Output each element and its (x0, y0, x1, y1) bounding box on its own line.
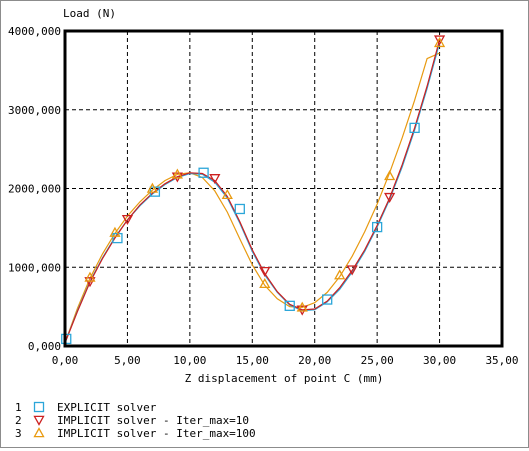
y-tick-label: 3000,000 (8, 104, 61, 117)
x-tick-label: 15,00 (236, 354, 269, 367)
data-point-series-2 (433, 35, 446, 46)
data-point-series-1 (198, 167, 209, 178)
data-point-series-1 (371, 221, 383, 233)
data-point-series-3 (221, 188, 233, 200)
data-point-series-2 (384, 192, 396, 204)
data-point-series-2 (171, 172, 183, 183)
data-point-series-3 (259, 277, 271, 289)
legend-index: 3 (15, 427, 22, 440)
y-tick-label: 0,000 (28, 340, 61, 353)
grid-lines (65, 31, 502, 346)
data-point-series-2 (259, 266, 271, 278)
y-tick-label: 1000,000 (8, 261, 61, 274)
y-axis-label: Load (N) (63, 7, 116, 20)
data-point-series-3 (384, 170, 396, 181)
data-point-series-3 (296, 301, 308, 312)
data-point-series-3 (109, 226, 121, 237)
y-tick-label: 2000,000 (8, 183, 61, 196)
data-point-series-1 (284, 300, 295, 311)
legend-marker (33, 415, 45, 426)
data-point-series-2 (209, 174, 221, 185)
data-point-series-3 (433, 36, 446, 48)
legend-label: EXPLICIT solver (57, 401, 157, 414)
x-tick-labels: 0,00 5,00 10,00 15,00 20,00 25,00 30,00 35,00 (52, 354, 519, 367)
legend-marker (33, 427, 45, 438)
x-tick-label: 10,00 (173, 354, 206, 367)
legend-marker (33, 401, 45, 413)
x-tick-label: 25,00 (361, 354, 394, 367)
y-tick-labels: 0,000 1000,000 2000,000 3000,000 4000,000 (8, 25, 61, 353)
plot-border (63, 29, 504, 348)
data-point-series-1 (234, 203, 245, 215)
data-point-series-1 (322, 294, 333, 305)
legend-index: 1 (15, 401, 22, 414)
data-point-series-3 (334, 269, 346, 280)
data-point-series-2 (296, 305, 308, 316)
x-axis-label: Z displacement of point C (mm) (185, 372, 384, 385)
series-markers (61, 35, 446, 345)
x-tick-label: 35,00 (485, 354, 518, 367)
y-tick-label: 4000,000 (8, 25, 61, 38)
data-point-series-3 (146, 182, 159, 193)
legend-label: IMPLICIT solver - Iter_max=100 (57, 427, 256, 440)
x-tick-label: 5,00 (114, 354, 141, 367)
legend-index: 2 (15, 414, 22, 427)
data-point-series-3 (84, 271, 96, 282)
legend-label: IMPLICIT solver - Iter_max=10 (57, 414, 249, 427)
x-tick-label: 0,00 (52, 354, 79, 367)
data-point-series-3 (171, 168, 183, 179)
x-tick-label: 30,00 (423, 354, 456, 367)
data-point-series-2 (84, 277, 96, 288)
data-point-series-2 (121, 214, 134, 226)
series-line-2 (64, 39, 441, 344)
data-point-series-2 (346, 265, 358, 276)
data-point-series-1 (409, 122, 420, 134)
x-tick-label: 20,00 (298, 354, 331, 367)
legend: 1 EXPLICIT solver 2 IMPLICIT solver - Iter_… (15, 401, 256, 440)
